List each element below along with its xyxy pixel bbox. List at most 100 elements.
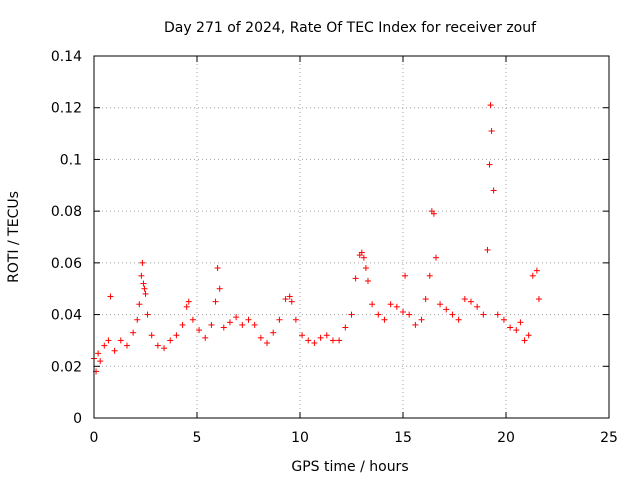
data-point (202, 334, 209, 341)
data-point (487, 102, 494, 109)
data-point (111, 347, 118, 354)
data-point (208, 321, 215, 328)
data-point (449, 311, 456, 318)
data-point (467, 298, 474, 305)
data-point (189, 316, 196, 323)
data-point (183, 303, 190, 310)
data-point (369, 301, 376, 308)
data-point (480, 311, 487, 318)
data-point (494, 311, 501, 318)
data-point (239, 321, 246, 328)
data-point (437, 301, 444, 308)
data-point (264, 340, 271, 347)
data-point (185, 298, 192, 305)
data-point (461, 296, 468, 303)
data-point (144, 311, 151, 318)
data-point (500, 316, 507, 323)
axis-ticks (93, 55, 610, 419)
data-point (299, 332, 306, 339)
data-point (474, 303, 481, 310)
data-point (288, 298, 295, 305)
data-point (336, 337, 343, 344)
data-point (282, 296, 289, 303)
data-point (402, 272, 409, 279)
data-point (179, 321, 186, 328)
data-point (364, 277, 371, 284)
data-point (362, 265, 369, 272)
data-point (426, 272, 433, 279)
data-point (173, 332, 180, 339)
y-tick-label: 0.02 (51, 359, 82, 375)
data-point (329, 337, 336, 344)
data-point (101, 342, 108, 349)
data-point (311, 340, 318, 347)
x-axis-label: GPS time / hours (291, 459, 408, 475)
data-point (412, 321, 419, 328)
data-point (317, 334, 324, 341)
x-tick-label: 5 (193, 430, 202, 446)
data-point (432, 254, 439, 261)
data-point (139, 259, 146, 266)
data-point (107, 293, 114, 300)
y-tick-label: 0.1 (60, 152, 82, 168)
data-point (141, 285, 148, 292)
data-point (488, 127, 495, 134)
data-point (245, 316, 252, 323)
data-point (97, 358, 104, 365)
data-point (422, 296, 429, 303)
data-points (91, 102, 542, 375)
data-point (358, 249, 365, 256)
data-point (381, 316, 388, 323)
data-point (352, 275, 359, 282)
data-point (375, 311, 382, 318)
x-tick-label: 10 (291, 430, 309, 446)
data-point (533, 267, 540, 274)
data-point (251, 321, 258, 328)
y-tick-label: 0.12 (51, 101, 82, 117)
x-tick-label: 0 (90, 430, 99, 446)
data-point (418, 316, 425, 323)
y-axis-label: ROTI / TECUs (6, 191, 22, 283)
data-point (140, 280, 147, 287)
data-point (323, 332, 330, 339)
data-point (400, 308, 406, 315)
data-point (507, 324, 514, 331)
data-point (95, 350, 102, 357)
data-point (233, 314, 240, 321)
data-point (148, 332, 155, 339)
grid-lines (94, 56, 609, 418)
y-tick-label: 0 (73, 411, 82, 427)
data-point (136, 301, 143, 308)
plot-frame (93, 55, 610, 419)
data-point (167, 337, 174, 344)
data-point (525, 332, 532, 339)
data-point (270, 329, 277, 336)
data-point (257, 334, 264, 341)
data-point (305, 337, 312, 344)
data-point (490, 187, 497, 194)
data-point (117, 337, 124, 344)
data-point (130, 329, 137, 336)
data-point (387, 301, 394, 308)
data-point (486, 161, 493, 168)
data-point (443, 306, 450, 313)
x-tick-label: 25 (600, 430, 618, 446)
data-point (220, 324, 227, 331)
data-point (216, 285, 223, 292)
data-point (134, 316, 141, 323)
y-tick-label: 0.06 (51, 256, 82, 272)
data-point (342, 324, 349, 331)
data-point (484, 246, 491, 253)
data-point (348, 311, 355, 318)
data-point (430, 210, 437, 217)
data-point (214, 265, 221, 272)
data-point (142, 290, 149, 297)
chart-title: Day 271 of 2024, Rate Of TEC Index for r… (164, 20, 537, 36)
x-tick-label: 20 (497, 430, 515, 446)
data-point (276, 316, 283, 323)
x-tick-label: 15 (394, 430, 412, 446)
data-point (161, 345, 168, 352)
data-point (529, 272, 536, 279)
y-tick-label: 0.14 (51, 49, 82, 65)
